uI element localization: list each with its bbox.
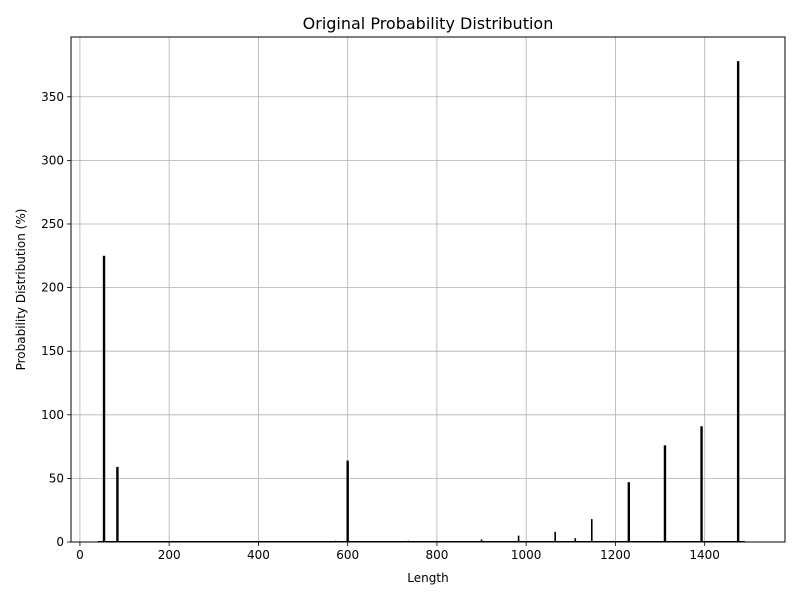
x-tick-label: 200 [158, 548, 181, 562]
x-tick-label: 600 [336, 548, 359, 562]
x-tick-label: 800 [425, 548, 448, 562]
bar [102, 255, 106, 542]
bar [480, 539, 483, 542]
y-tick-label: 150 [41, 344, 64, 358]
bar [700, 426, 703, 542]
bar [663, 445, 667, 542]
bar [736, 61, 740, 543]
x-tick-label: 1400 [689, 548, 720, 562]
y-tick-label: 50 [49, 471, 64, 485]
bar [590, 519, 593, 542]
x-tick-label: 0 [76, 548, 84, 562]
bar [407, 540, 410, 542]
y-tick-label: 200 [41, 281, 64, 295]
grid-lines [71, 37, 785, 543]
bar [627, 482, 631, 542]
x-tick-label: 1200 [600, 548, 631, 562]
y-tick-label: 250 [41, 217, 64, 231]
bar [116, 466, 119, 542]
y-tick-label: 100 [41, 408, 64, 422]
bar [445, 540, 447, 542]
x-tick-label: 400 [247, 548, 270, 562]
x-axis-label: Length [407, 571, 448, 585]
axis-ticks: 0 200 400 600 800 1000 1200 1400 0 50 100 150 200 250… [41, 90, 720, 562]
bar [346, 460, 349, 542]
chart-title: Original Probability Distribution [303, 14, 554, 33]
y-axis-label: Probability Distribution (%) [14, 209, 28, 371]
bar [334, 540, 337, 542]
x-tick-label: 1000 [511, 548, 542, 562]
bar [574, 538, 577, 542]
y-tick-label: 300 [41, 153, 64, 167]
bar [554, 531, 556, 542]
plot-frame [70, 36, 786, 543]
y-tick-label: 350 [41, 90, 64, 104]
bar [517, 535, 520, 542]
y-tick-label: 0 [56, 535, 64, 549]
